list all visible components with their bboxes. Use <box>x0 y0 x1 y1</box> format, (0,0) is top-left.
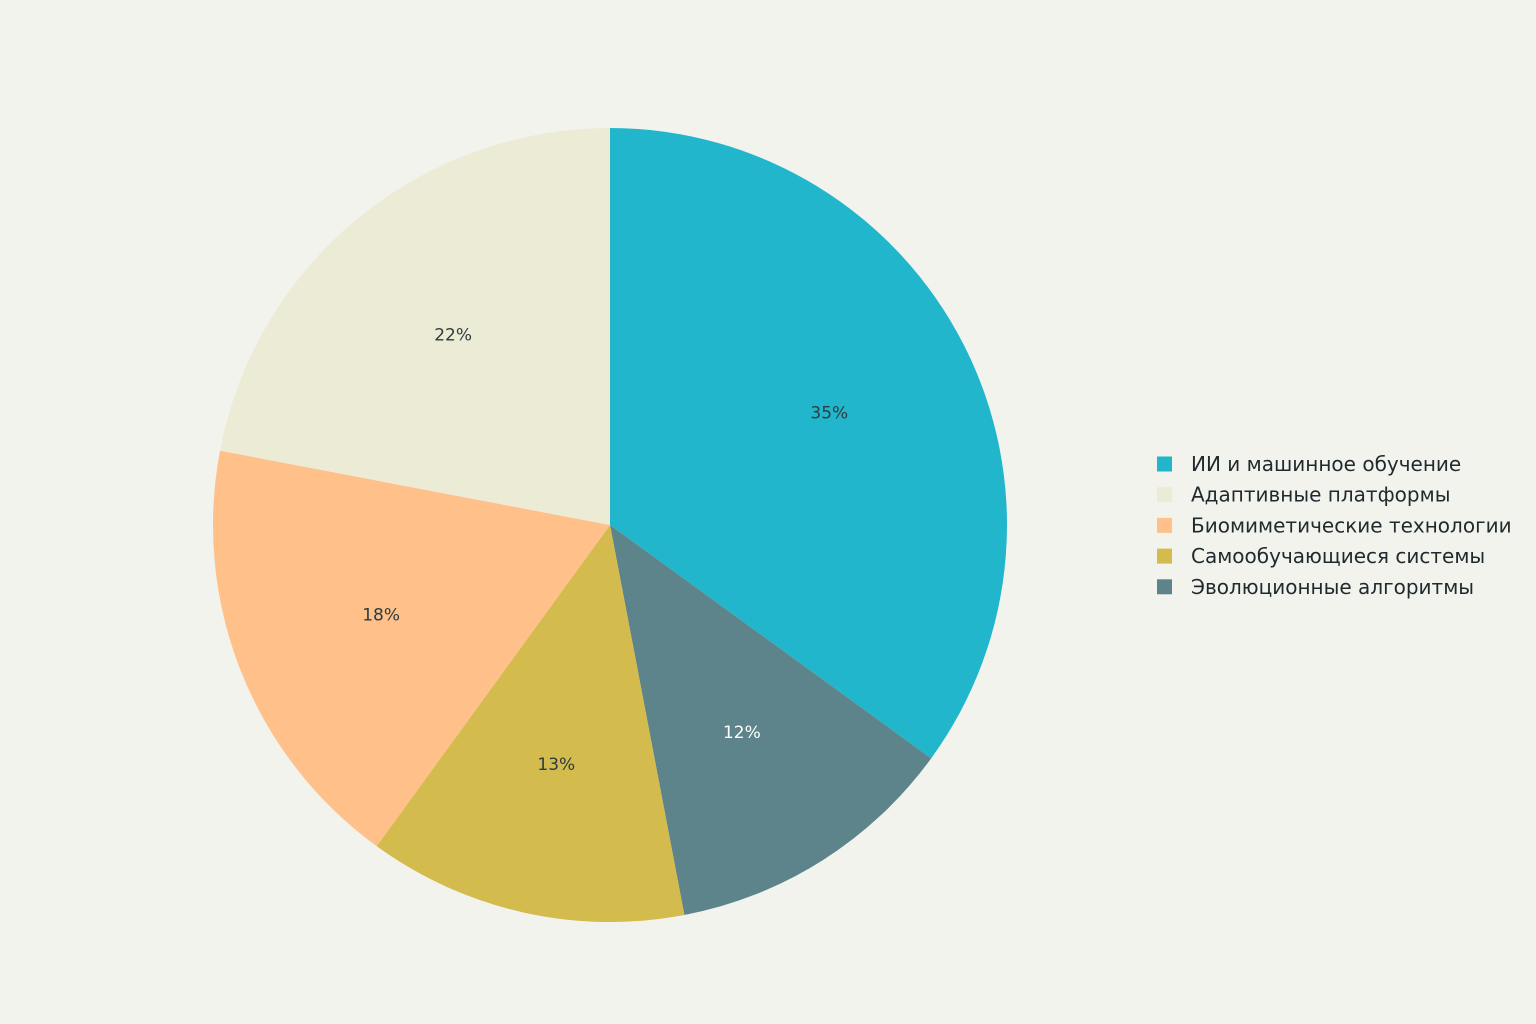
pie-value-label-3: 13% <box>537 755 575 775</box>
legend-label-2: Биомиметические технологии <box>1191 513 1512 537</box>
pie-value-label-4: 12% <box>723 723 761 743</box>
pie-slice-0 <box>610 128 1007 759</box>
pie-slice-4 <box>610 525 932 915</box>
legend-item-2: Биомиметические технологии <box>1157 513 1512 537</box>
legend-label-0: ИИ и машинное обучение <box>1191 452 1461 476</box>
legend-item-0: ИИ и машинное обучение <box>1157 452 1461 476</box>
pie-value-label-1: 22% <box>434 325 472 345</box>
pie-slice-2 <box>213 450 611 847</box>
pie-slice-1 <box>220 128 610 525</box>
legend-swatch-4 <box>1157 579 1172 595</box>
pie-value-label-2: 18% <box>362 606 400 626</box>
legend-item-3: Самообучающиеся системы <box>1157 544 1485 568</box>
pie-value-labels: 35% 12% 13% 18% 22% <box>362 325 848 775</box>
legend-label-4: Эволюционные алгоритмы <box>1191 575 1474 599</box>
legend-swatch-0 <box>1157 456 1172 472</box>
legend-swatch-2 <box>1157 517 1172 533</box>
legend-swatch-1 <box>1157 487 1172 503</box>
legend-item-1: Адаптивные платформы <box>1157 483 1450 507</box>
pie-slices <box>213 128 1007 922</box>
legend: ИИ и машинное обучение Адаптивные платфор… <box>1157 452 1512 599</box>
legend-item-4: Эволюционные алгоритмы <box>1157 575 1474 599</box>
pie-value-label-0: 35% <box>810 403 848 423</box>
legend-label-1: Адаптивные платформы <box>1191 483 1450 507</box>
legend-label-3: Самообучающиеся системы <box>1191 544 1485 568</box>
pie-slice-3 <box>376 525 685 922</box>
legend-swatch-3 <box>1157 548 1172 564</box>
